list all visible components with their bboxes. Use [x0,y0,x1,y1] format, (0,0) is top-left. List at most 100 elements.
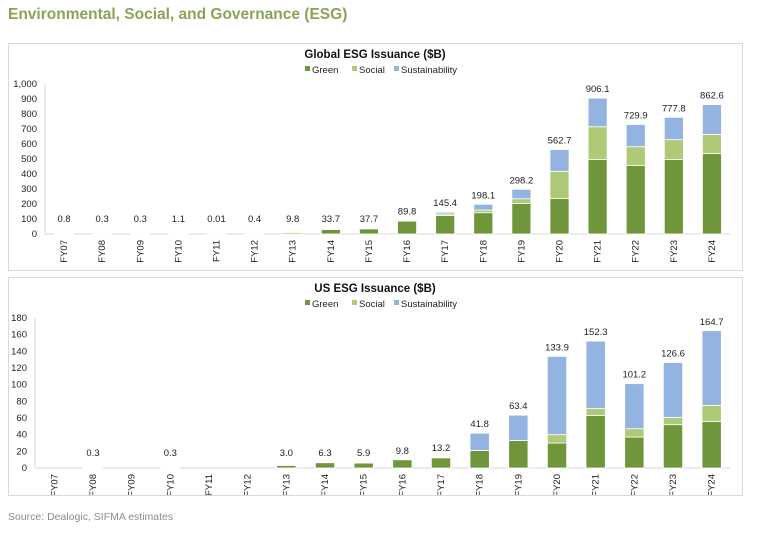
x-tick-label: FY10 [165,474,176,495]
bar-segment-social [587,126,608,160]
bar-segment-green [353,462,374,469]
y-tick-label: 0 [32,229,37,240]
x-tick-label: FY22 [629,474,640,495]
bar-segment-social [546,434,568,444]
y-tick-label: 900 [21,94,37,105]
bar-segment-social [168,233,189,235]
y-tick-label: 1,000 [13,79,37,90]
data-label: 126.6 [661,349,685,360]
data-label: 298.2 [509,175,533,186]
global-esg-chart-panel: Global ESG Issuance ($B) Green Social Susta… [8,43,743,271]
y-tick-label: 40 [16,430,27,441]
x-tick-label: FY10 [173,240,184,263]
chart-title: US ESG Issuance ($B) [314,283,436,295]
data-label: 777.8 [662,103,686,114]
bar-segment-green [511,202,532,235]
bar-segment-sustainability [701,330,722,406]
legend-swatch-sustainability [394,66,399,71]
bar-segment-social [92,233,113,235]
page-title: Environmental, Social, and Governance (E… [8,6,348,23]
x-tick-label: FY12 [243,474,254,495]
legend-label-green: Green [312,299,338,310]
x-tick-label: FY07 [59,240,70,263]
legend-label-social: Social [359,299,385,310]
data-label: 729.9 [624,111,648,122]
data-label: 101.2 [622,370,646,381]
data-label: 41.8 [470,419,489,430]
data-label: 0.3 [134,214,147,225]
bar-segment-sustainability [585,340,606,409]
bar-segment-green [508,440,529,469]
us-esg-chart: US ESG Issuance ($B) Green Social Sustainab… [11,283,731,495]
bar-segment-social [473,209,494,214]
global-esg-chart: Global ESG Issuance ($B) Green Social Susta… [13,49,731,263]
chart-title: Global ESG Issuance ($B) [304,49,445,61]
bar-segment-sustainability [624,383,645,430]
data-label: 198.1 [471,190,495,201]
bar-segment-social [359,227,379,230]
bar-segment-social [130,233,151,235]
bar-segment-sustainability [663,116,684,141]
data-label: 6.3 [318,448,331,459]
y-tick-label: 400 [21,169,37,180]
x-tick-label: FY23 [668,474,679,495]
bar-segment-green [392,459,413,469]
legend-label-social: Social [359,65,385,76]
data-label: 0.3 [96,214,109,225]
y-tick-label: 700 [21,124,37,135]
x-tick-label: FY15 [364,240,375,263]
y-tick-label: 800 [21,109,37,120]
bar-segment-sustainability [511,188,532,200]
us-esg-chart-panel: US ESG Issuance ($B) Green Social Sustainab… [8,277,743,496]
data-label: 862.6 [700,91,724,102]
x-tick-label: FY09 [135,240,146,263]
bar-segment-green [473,212,494,235]
data-label: 0.3 [86,448,99,459]
x-tick-label: FY16 [402,240,413,263]
bar-segment-green [435,214,456,235]
bar-segment-green [585,415,606,469]
x-tick-label: FY09 [127,474,138,495]
data-label: 0.01 [207,214,226,225]
x-tick-label: FY23 [669,240,680,263]
x-tick-label: FY14 [320,474,331,495]
bar-segment-social [549,170,570,199]
legend-swatch-social [352,66,357,71]
legend-swatch-sustainability [394,300,399,305]
bar-segment-social [54,233,74,235]
data-label: 5.9 [357,448,370,459]
data-label: 133.9 [545,342,569,353]
x-tick-label: FY19 [513,474,524,495]
y-tick-label: 140 [11,346,27,357]
x-tick-label: FY17 [440,240,451,263]
bar-segment-sustainability [625,124,646,148]
y-tick-label: 600 [21,139,37,150]
bar-segment-social [625,146,646,166]
bar-segment-green [546,442,568,469]
x-tick-label: FY14 [326,240,337,263]
bar-segment-green [701,420,722,469]
bar-segment-social [397,220,417,222]
data-label: 9.8 [286,214,299,225]
legend-swatch-green [305,66,310,71]
data-label: 152.3 [584,327,608,338]
bar-segment-social [702,134,722,155]
x-tick-label: FY20 [552,474,563,495]
x-tick-label: FY20 [555,240,566,263]
bar-segment-green [624,436,645,469]
y-tick-label: 60 [16,413,27,424]
legend-label-sustainability: Sustainability [401,65,457,76]
x-tick-label: FY22 [631,240,642,263]
y-tick-label: 500 [21,154,37,165]
bar-segment-green [469,450,490,469]
data-label: 89.8 [398,207,417,218]
bar-segment-social [511,198,532,204]
data-label: 0.3 [164,448,177,459]
x-tick-label: FY24 [707,240,718,263]
y-tick-label: 100 [11,380,27,391]
source-note: Source: Dealogic, SIFMA estimates [8,511,174,523]
x-tick-label: FY13 [288,240,299,263]
data-label: 13.2 [432,443,451,454]
legend-label-sustainability: Sustainability [401,299,457,310]
bar-segment-green [276,465,297,469]
